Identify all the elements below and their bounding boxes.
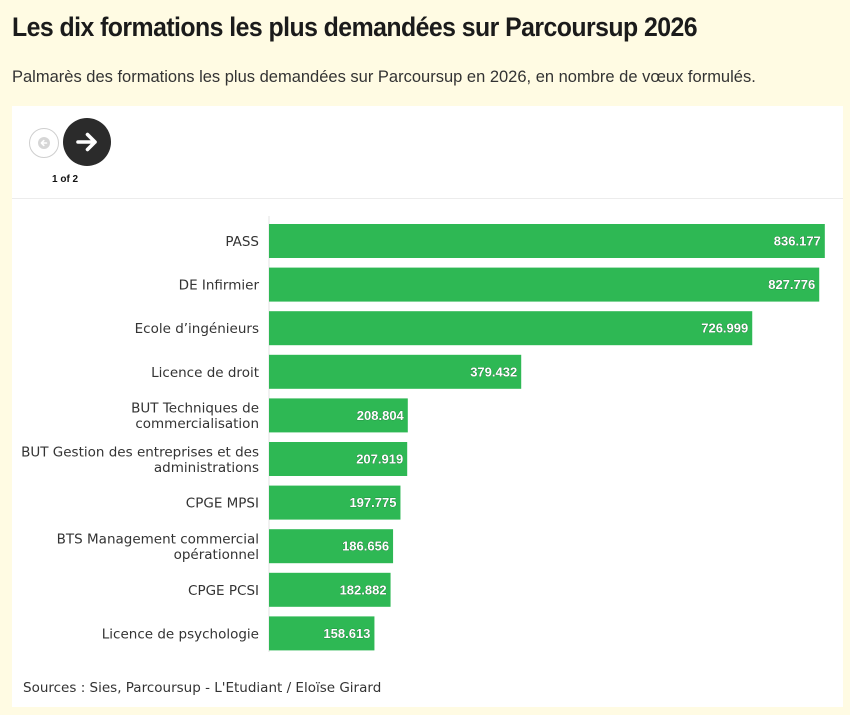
page-title: Les dix formations les plus demandées su… (12, 12, 698, 42)
category-label: PASS (225, 234, 259, 250)
category-label: Ecole d’ingénieurs (135, 321, 259, 337)
category-label: Licence de psychologie (102, 626, 259, 642)
category-label: Licence de droit (151, 365, 259, 381)
bar-value-label: 158.613 (323, 626, 370, 641)
category-label: BTS Management commercial opérationnel (57, 531, 259, 563)
category-label: CPGE MPSI (186, 496, 259, 512)
bar[interactable] (269, 529, 394, 564)
category-label: BUT Gestion des entreprises et des admini… (21, 444, 259, 476)
arrow-left-icon (38, 137, 50, 149)
divider (12, 198, 843, 199)
bar-value-label: 379.432 (470, 364, 517, 379)
bar-value-label: 726.999 (701, 321, 748, 336)
page-indicator: 1 of 2 (52, 174, 79, 185)
bar-chart: 836.177 PASS 827.776 DE Infirmier 726.999 Eco… (21, 216, 825, 652)
bar[interactable] (269, 485, 401, 520)
bar[interactable] (269, 398, 408, 433)
bar-value-label: 827.776 (768, 277, 815, 292)
bar[interactable] (269, 616, 375, 651)
source-note: Sources : Sies, Parcoursup - L'Etudiant … (23, 680, 382, 696)
category-label: DE Infirmier (179, 278, 260, 294)
category-label: CPGE PCSI (188, 583, 259, 599)
bar[interactable] (269, 354, 522, 389)
bar[interactable] (269, 311, 753, 346)
bar-value-label: 186.656 (342, 539, 389, 554)
page-subtitle: Palmarès des formations les plus demandé… (12, 68, 756, 86)
next-button[interactable] (63, 118, 111, 166)
previous-button[interactable] (29, 128, 59, 158)
bar-value-label: 208.804 (357, 408, 405, 423)
bar[interactable] (269, 442, 408, 476)
bar-value-label: 207.919 (356, 452, 403, 467)
bar-value-label: 836.177 (774, 234, 821, 249)
bar-value-label: 197.775 (349, 495, 396, 510)
category-label: BUT Techniques de commercialisation (131, 401, 259, 433)
arrow-right-icon (76, 132, 97, 152)
bar[interactable] (269, 572, 391, 607)
chart-card: 1 of 2 836.177 PASS 827.776 DE Infirmier 726… (12, 106, 843, 707)
bar-value-label: 182.882 (340, 582, 387, 597)
bar[interactable] (269, 224, 825, 258)
bar[interactable] (269, 267, 820, 302)
